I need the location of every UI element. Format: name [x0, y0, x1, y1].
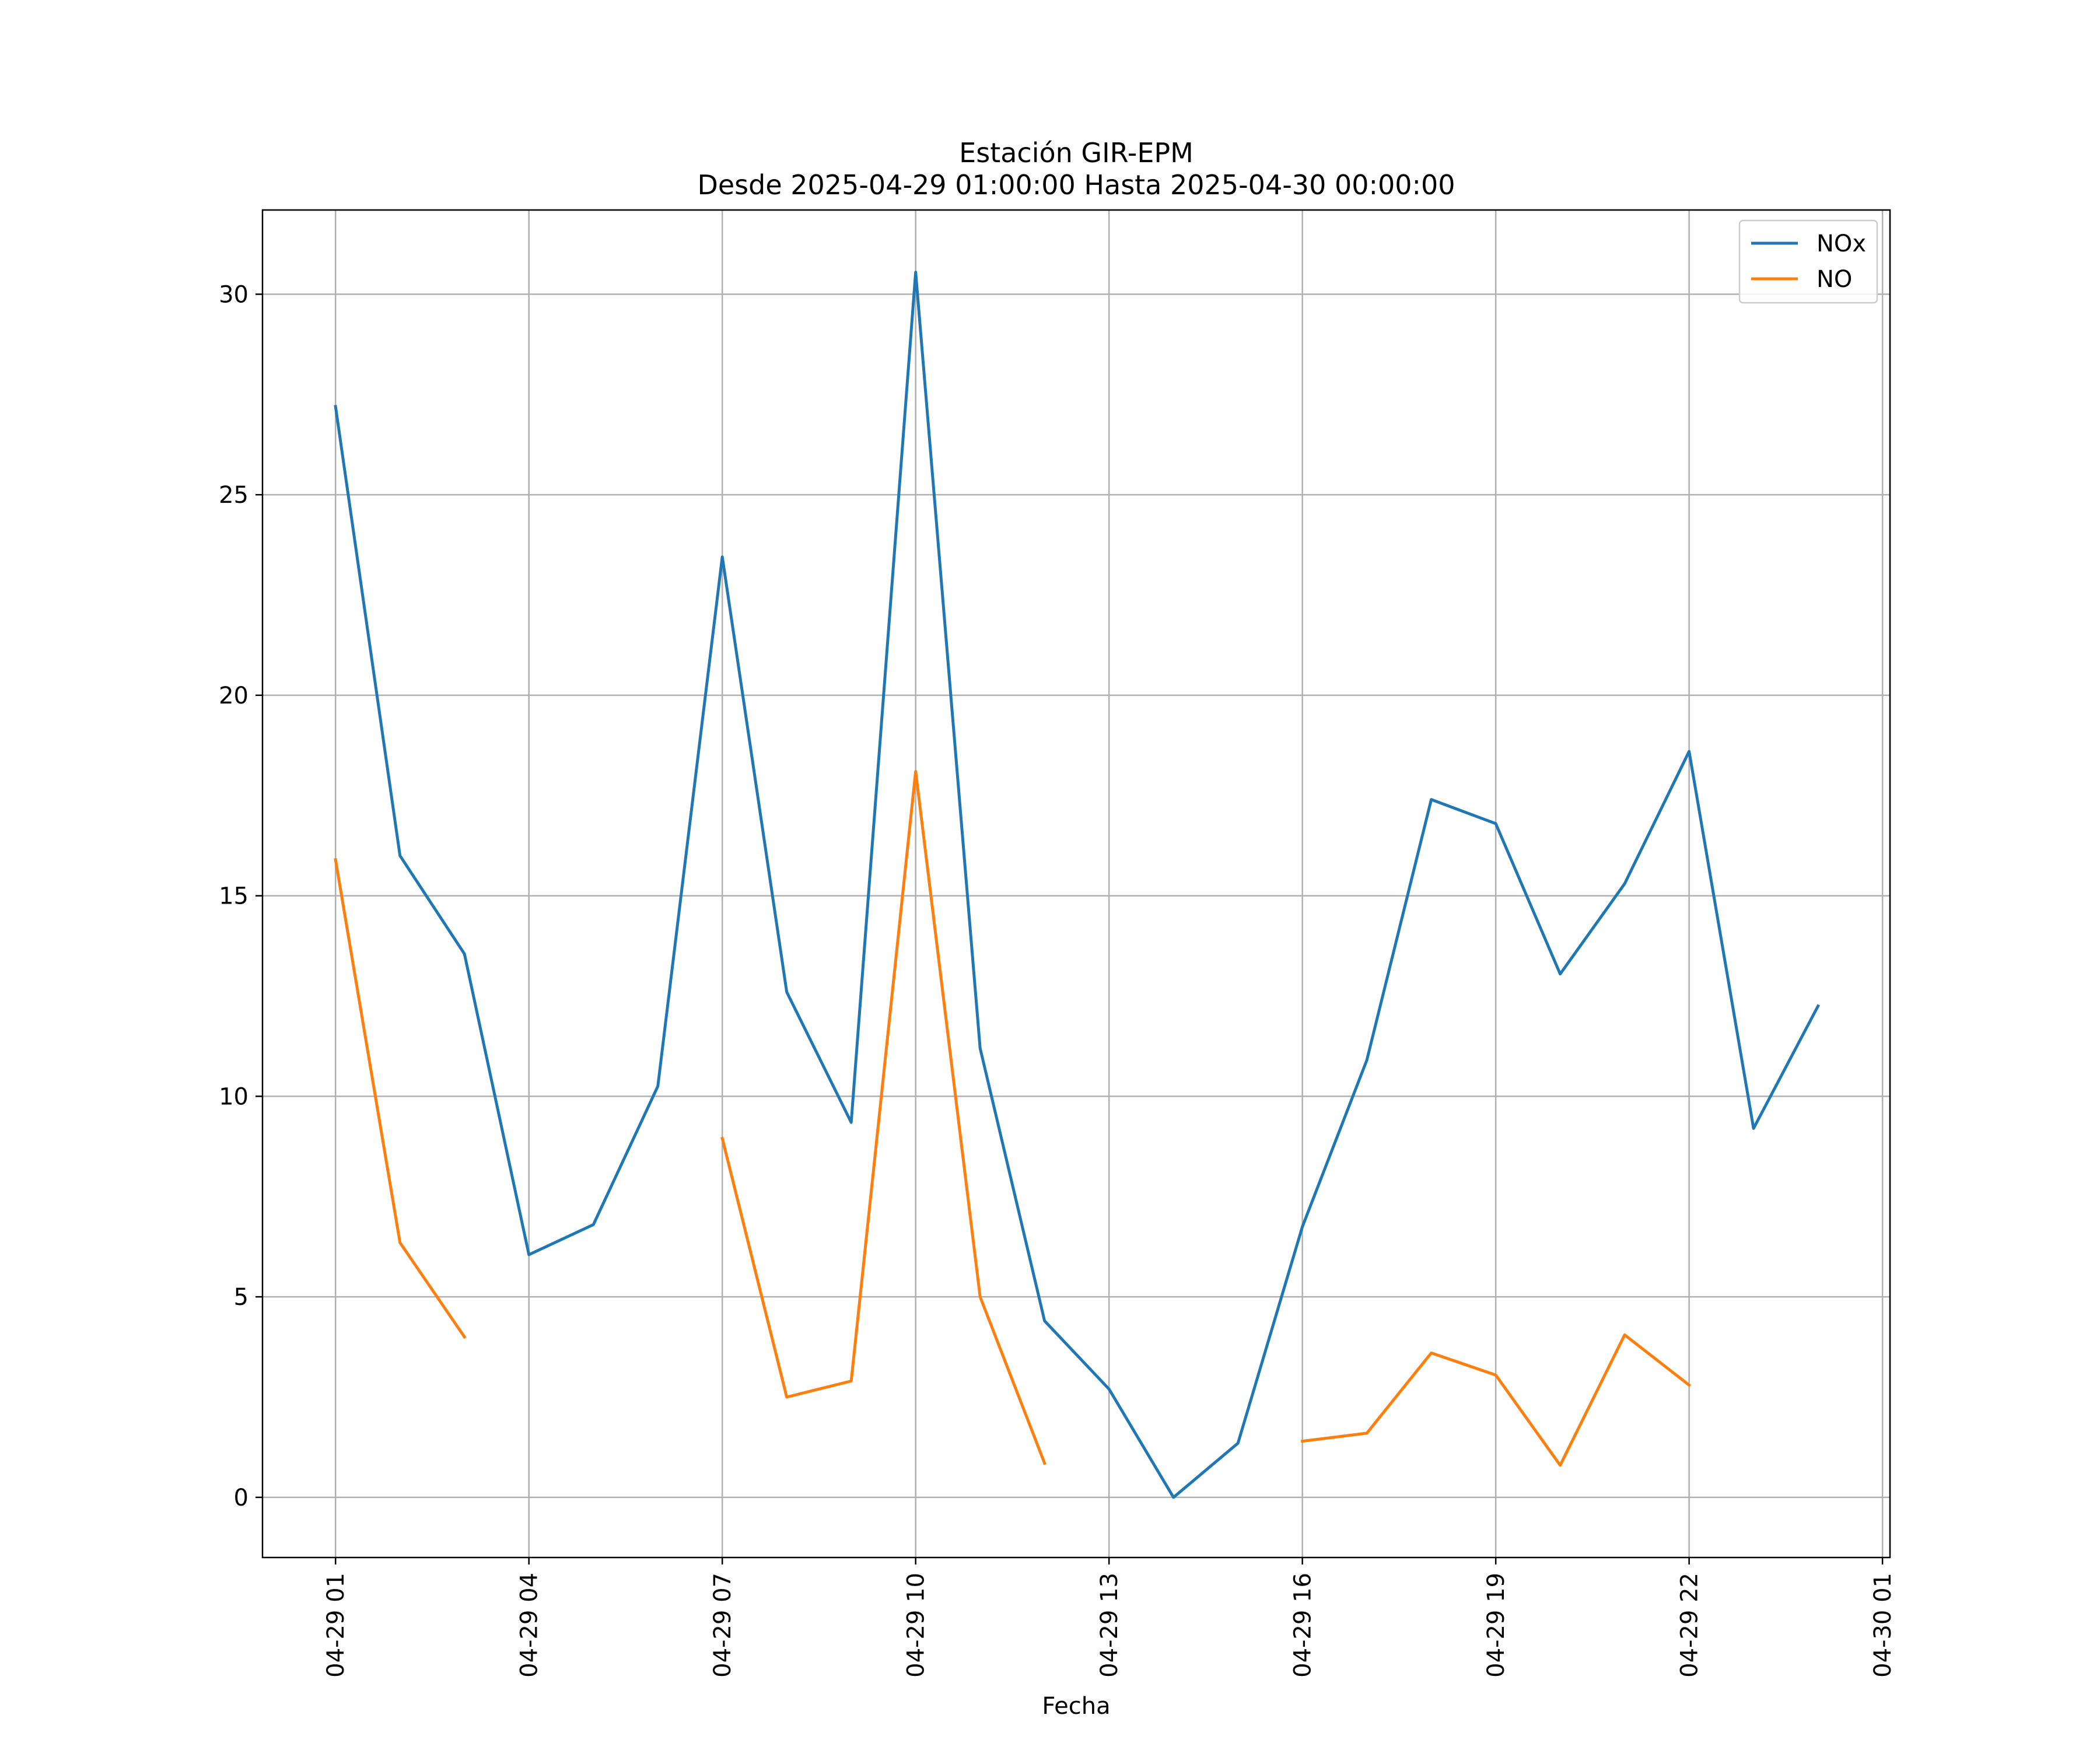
x-tick-label: 04-29 10 — [903, 1573, 930, 1678]
series-line-nox — [334, 271, 1820, 1499]
x-tick-label: 04-29 07 — [709, 1573, 736, 1678]
plot-frame — [261, 209, 1891, 1559]
series-line-no — [334, 770, 1692, 1467]
legend-label-nox: NOx — [1817, 230, 1866, 257]
x-tick-label: 04-29 04 — [516, 1573, 543, 1678]
chart-subtitle: Desde 2025-04-29 01:00:00 Hasta 2025-04-… — [697, 169, 1455, 201]
x-tick-label: 04-30 01 — [1870, 1573, 1896, 1678]
data-series — [334, 271, 1820, 1499]
chart-title: Estación GIR-EPM — [959, 137, 1194, 169]
y-tick-label: 10 — [219, 1083, 249, 1110]
legend-label-no: NO — [1817, 266, 1852, 293]
y-tick-label: 30 — [219, 281, 249, 308]
y-tick-label: 20 — [219, 682, 249, 709]
x-tick-label: 04-29 13 — [1096, 1573, 1123, 1678]
legend: NOx NO — [1738, 219, 1878, 304]
y-tick-label: 0 — [234, 1485, 249, 1511]
legend-box — [1738, 219, 1878, 304]
x-tick-label: 04-29 19 — [1483, 1573, 1510, 1678]
x-axis-label: Fecha — [1042, 1693, 1110, 1720]
y-tick-label: 25 — [219, 482, 249, 509]
x-tick-label: 04-29 22 — [1676, 1573, 1703, 1678]
axis-ticks — [256, 293, 1884, 1564]
y-tick-label: 15 — [219, 883, 249, 910]
grid-lines — [262, 210, 1890, 1558]
y-tick-label: 5 — [234, 1284, 249, 1311]
x-tick-label: 04-29 16 — [1290, 1573, 1317, 1678]
x-tick-label: 04-29 01 — [323, 1573, 349, 1678]
tick-labels: 0 5 10 15 20 25 30 04-29 01 04-29 04 04-29 07 04-2… — [219, 281, 1896, 1677]
